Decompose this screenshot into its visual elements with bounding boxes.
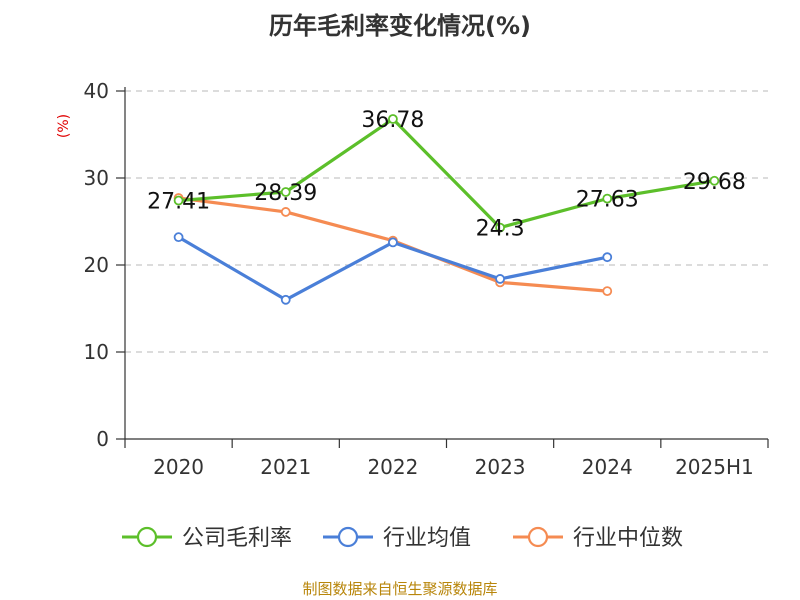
x-tick-label: 2020 (153, 455, 204, 479)
legend-item-2[interactable]: 行业中位数 (513, 526, 683, 551)
x-tick-label: 2023 (475, 455, 526, 479)
data-point[interactable] (280, 207, 291, 217)
data-point[interactable] (280, 187, 291, 197)
series-layer (173, 114, 720, 305)
data-point[interactable] (495, 274, 505, 284)
data-point[interactable] (388, 114, 398, 124)
data-point[interactable] (173, 232, 184, 243)
x-axis-ticks: 2020 2021 2022 2023 2024 2025H1 (124, 439, 769, 479)
y-tick-label: 30 (84, 166, 109, 190)
y-axis-ticks: 0 10 20 30 40 (84, 79, 125, 451)
legend[interactable]: 公司毛利率 行业均值 行业中位数 (122, 526, 683, 551)
legend-swatch-marker (136, 526, 158, 548)
data-label: 24.3 (476, 217, 525, 242)
source-note: 制图数据来自恒生聚源数据库 (302, 580, 497, 598)
legend-label: 行业中位数 (573, 526, 683, 551)
data-label: 29.68 (683, 170, 746, 195)
y-tick-label: 10 (84, 340, 109, 364)
data-point[interactable] (602, 193, 613, 204)
data-label: 27.63 (576, 188, 639, 213)
legend-item-0[interactable]: 公司毛利率 (122, 526, 292, 551)
data-point[interactable] (602, 252, 613, 263)
data-point[interactable] (173, 195, 184, 206)
x-tick-label: 2024 (582, 455, 633, 479)
data-point[interactable] (709, 175, 720, 186)
data-point[interactable] (280, 294, 291, 305)
x-tick-label: 2022 (367, 455, 418, 479)
legend-swatch-marker (337, 526, 359, 548)
legend-item-1[interactable]: 行业均值 (323, 526, 471, 551)
y-tick-label: 40 (84, 79, 109, 103)
legend-label: 公司毛利率 (182, 526, 292, 551)
data-point[interactable] (602, 286, 613, 297)
y-tick-label: 0 (96, 427, 109, 451)
data-point[interactable] (495, 222, 505, 233)
grid-lines (125, 90, 768, 353)
data-labels: 27.41 28.39 36.78 24.3 27.63 29.68 (147, 108, 746, 242)
data-label: 36.78 (361, 108, 424, 133)
data-label: 28.39 (254, 181, 317, 206)
chart-title: 历年毛利率变化情况(%) (269, 12, 531, 40)
data-label: 27.41 (147, 190, 210, 215)
data-point[interactable] (388, 237, 398, 248)
legend-label: 行业均值 (383, 526, 471, 551)
x-tick-label: 2021 (260, 455, 311, 479)
y-tick-label: 20 (84, 253, 109, 277)
x-tick-label: 2025H1 (675, 455, 754, 479)
series-line-0 (176, 117, 717, 230)
y-axis-unit: (%) (56, 114, 72, 138)
legend-swatch-marker (527, 526, 549, 548)
